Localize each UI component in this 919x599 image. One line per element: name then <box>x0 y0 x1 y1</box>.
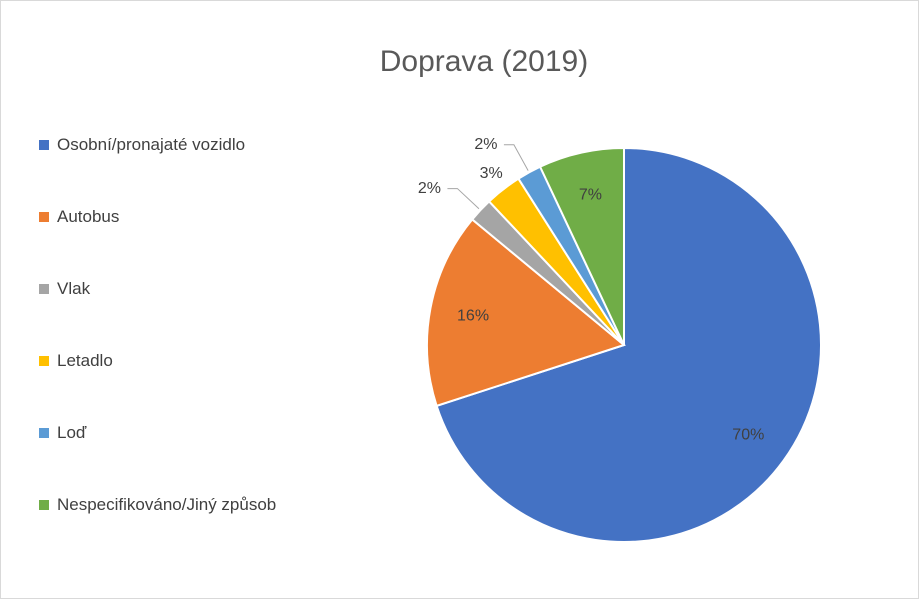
legend-swatch <box>39 140 49 150</box>
legend-swatch <box>39 500 49 510</box>
pie-slice <box>538 146 625 346</box>
leader-line <box>503 144 529 171</box>
legend-swatch <box>39 284 49 294</box>
legend-swatch <box>39 212 49 222</box>
data-label: 16% <box>457 307 489 324</box>
pie-slice <box>426 218 627 408</box>
legend-label: Nespecifikováno/Jiný způsob <box>57 495 277 514</box>
legend-item: Loď <box>39 419 327 491</box>
leader-line <box>447 188 480 210</box>
legend-item: Vlak <box>39 275 327 347</box>
legend-label: Osobní/pronajaté vozidlo <box>57 135 246 154</box>
legend-item: Nespecifikováno/Jiný způsob <box>39 491 327 563</box>
legend-label: Loď <box>57 423 87 442</box>
pie-slice <box>435 146 822 543</box>
data-label: 7% <box>579 186 602 203</box>
legend-swatch <box>39 428 49 438</box>
legend-label: Vlak <box>57 279 91 298</box>
legend-item: Osobní/pronajaté vozidlo <box>39 131 327 203</box>
legend-label: Letadlo <box>57 351 113 370</box>
data-label: 2% <box>474 136 497 153</box>
data-label: 3% <box>480 165 503 182</box>
legend-label: Autobus <box>57 207 120 226</box>
legend-item: Autobus <box>39 203 327 275</box>
legend-swatch <box>39 356 49 366</box>
data-label: 70% <box>732 427 764 444</box>
data-label: 2% <box>418 180 441 197</box>
chart-title: Doprava (2019) <box>380 45 588 78</box>
legend-item: Letadlo <box>39 347 327 419</box>
legend: Osobní/pronajaté vozidlo Autobus Vlak Letad… <box>39 131 327 563</box>
